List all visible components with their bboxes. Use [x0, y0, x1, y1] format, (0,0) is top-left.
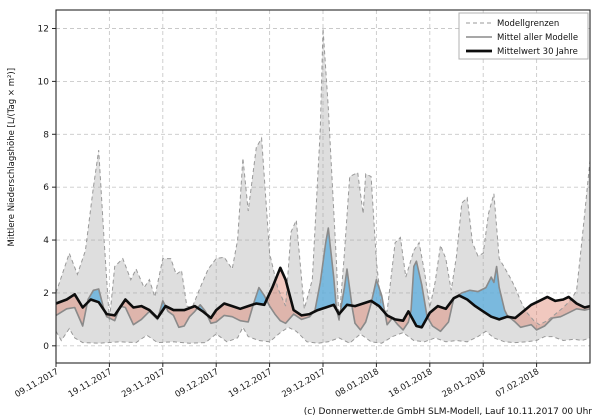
above-normal-area	[456, 266, 509, 320]
y-tick-label: 6	[43, 183, 49, 193]
x-tick-label: 19.11.2017	[67, 367, 114, 400]
x-tick-label: 09.11.2017	[13, 367, 60, 400]
below-normal-area	[352, 300, 372, 330]
copyright-note: (c) Donnerwetter.de GmbH SLM-Modell, Lau…	[303, 407, 592, 417]
legend-label: Mittelwert 30 Jahre	[497, 47, 578, 57]
above-normal-area	[253, 287, 266, 305]
x-tick-label: 08.01.2018	[334, 367, 381, 400]
model-range-band	[56, 28, 590, 344]
y-tick-label: 12	[38, 25, 49, 35]
y-tick-label: 8	[43, 130, 49, 140]
legend-label: Mittel aller Modelle	[497, 33, 578, 43]
climate-mean-line	[55, 266, 591, 329]
x-tick-label: 29.12.2017	[280, 367, 327, 400]
x-tick-label: 18.01.2018	[387, 367, 434, 400]
x-tick-label: 19.12.2017	[227, 367, 274, 400]
above-normal-area	[411, 261, 428, 328]
legend: Modellgrenzen Mittel aller Modelle Mittelw…	[458, 12, 589, 60]
y-axis-label: Mittlere Niederschlagshöhe [L/(Tag × m²)…	[7, 68, 17, 247]
legend-label: Modellgrenzen	[497, 19, 559, 29]
x-tick-label: 28.01.2018	[441, 367, 488, 400]
y-tick-label: 10	[38, 77, 50, 87]
x-tick-label: 07.02.2018	[494, 367, 541, 400]
below-normal-area	[509, 296, 590, 330]
y-tick-label: 0	[43, 342, 49, 352]
model-boundary-lines	[55, 28, 591, 344]
x-tick-label: 29.11.2017	[120, 367, 167, 400]
y-tick-label: 4	[43, 236, 49, 246]
y-tick-label: 2	[43, 289, 49, 299]
x-tick-label: 09.12.2017	[174, 367, 221, 400]
